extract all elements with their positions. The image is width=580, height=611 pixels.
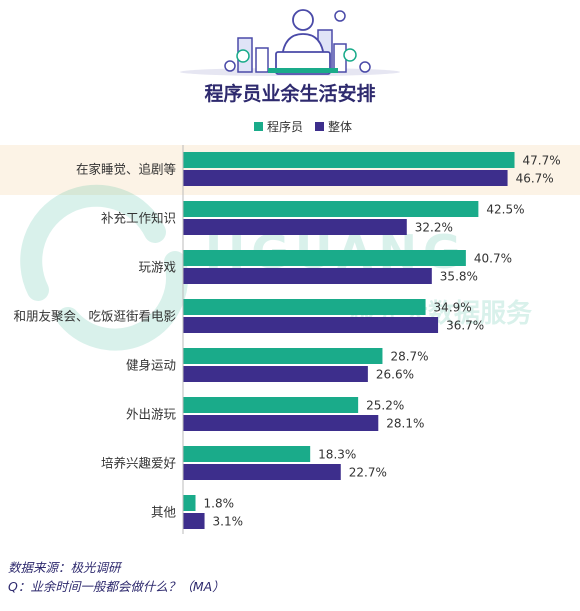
bar-overall <box>183 415 379 431</box>
bar-overall <box>183 170 508 186</box>
legend-label-1: 整体 <box>328 119 352 134</box>
source-note: 数据来源：极光调研 <box>8 560 121 575</box>
data-label: 32.2% <box>415 221 453 235</box>
data-label: 18.3% <box>318 448 356 462</box>
bar-overall <box>183 219 407 235</box>
legend: 程序员 整体 <box>254 119 352 134</box>
bar-programmer <box>183 348 383 364</box>
bar-programmer <box>183 495 196 511</box>
category-label: 培养兴趣爱好 <box>101 456 176 471</box>
data-label: 46.7% <box>516 172 554 186</box>
data-label: 1.8% <box>204 497 235 511</box>
data-label: 28.1% <box>386 417 424 431</box>
category-label: 在家睡觉、追剧等 <box>76 162 176 177</box>
bar-overall <box>183 317 439 333</box>
bar-overall <box>183 513 205 529</box>
chart-marks: 在家睡觉、追剧等 47.7% 46.7% 补充工作知识 42.5% 32.2% 玩游戏 40.… <box>13 145 561 534</box>
bar-overall <box>183 464 341 480</box>
legend-swatch-0 <box>254 122 263 131</box>
bar-programmer <box>183 152 515 168</box>
category-label: 其他 <box>151 505 177 520</box>
data-label: 25.2% <box>366 399 404 413</box>
data-label: 40.7% <box>474 252 512 266</box>
question-note: Q：业余时间一般都会做什么？（MA） <box>8 579 225 594</box>
legend-label-0: 程序员 <box>267 119 303 134</box>
category-label: 玩游戏 <box>138 260 176 275</box>
chart-title: 程序员业余生活安排 <box>204 82 375 105</box>
category-label: 和朋友聚会、吃饭逛街看电影 <box>13 309 176 324</box>
bar-overall <box>183 268 432 284</box>
data-label: 22.7% <box>349 466 387 480</box>
bar-programmer <box>183 201 479 217</box>
data-label: 28.7% <box>390 350 428 364</box>
programmer-illustration-icon <box>180 9 400 76</box>
data-label: 36.7% <box>446 319 484 333</box>
data-label: 47.7% <box>523 154 561 168</box>
bar-programmer <box>183 397 359 413</box>
legend-swatch-1 <box>315 122 324 131</box>
data-label: 35.8% <box>440 270 478 284</box>
bar-programmer <box>183 299 426 315</box>
watermark-logo-icon <box>20 184 188 351</box>
bar-programmer <box>183 250 466 266</box>
data-label: 34.9% <box>434 301 472 315</box>
data-label: 26.6% <box>376 368 414 382</box>
data-label: 3.1% <box>213 515 244 529</box>
bar-overall <box>183 366 368 382</box>
category-label: 健身运动 <box>126 358 176 373</box>
bar-programmer <box>183 446 311 462</box>
category-label: 补充工作知识 <box>101 211 176 226</box>
data-label: 42.5% <box>486 203 524 217</box>
category-label: 外出游玩 <box>126 407 177 422</box>
